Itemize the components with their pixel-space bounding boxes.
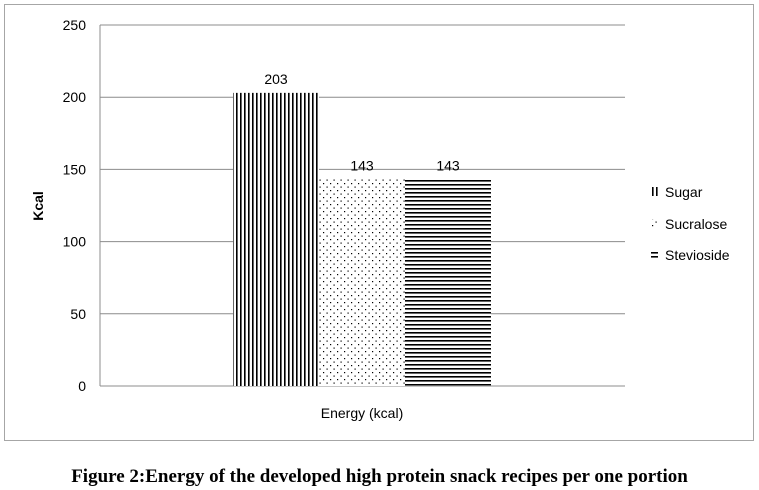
y-tick-label: 250 [63, 17, 87, 33]
x-category-label: Energy (kcal) [321, 405, 403, 421]
legend-swatch [651, 250, 658, 259]
legend-item-sugar: Sugar [651, 184, 703, 200]
data-label: 203 [264, 71, 288, 87]
bar-sucralose [319, 179, 405, 386]
bar-sugar [233, 92, 319, 387]
bar-stevioside [405, 179, 491, 386]
labels: 0 50 100 150 200 250 203 143 143 Energy (kcal) Kca… [30, 17, 460, 421]
legend-label: Stevioside [665, 247, 730, 263]
bars [233, 92, 491, 387]
y-tick-label: 50 [70, 306, 86, 322]
legend-item-sucralose: Sucralose [651, 216, 727, 232]
y-tick-label: 100 [63, 234, 87, 250]
y-tick-label: 200 [63, 89, 87, 105]
data-label: 143 [436, 158, 460, 174]
legend-swatch [651, 219, 658, 228]
legend-label: Sucralose [665, 216, 727, 232]
gridlines [99, 24, 625, 387]
y-tick-label: 0 [78, 378, 86, 394]
legend-label: Sugar [665, 184, 703, 200]
figure-caption: Figure 2:Energy of the developed high pr… [71, 466, 688, 487]
y-axis-title: Kcal [30, 191, 46, 221]
legend-item-stevioside: Stevioside [651, 247, 730, 263]
data-label: 143 [350, 158, 374, 174]
y-tick-label: 150 [63, 161, 87, 177]
legend-swatch [651, 187, 658, 196]
legend: Sugar Sucralose Stevioside [651, 184, 730, 263]
